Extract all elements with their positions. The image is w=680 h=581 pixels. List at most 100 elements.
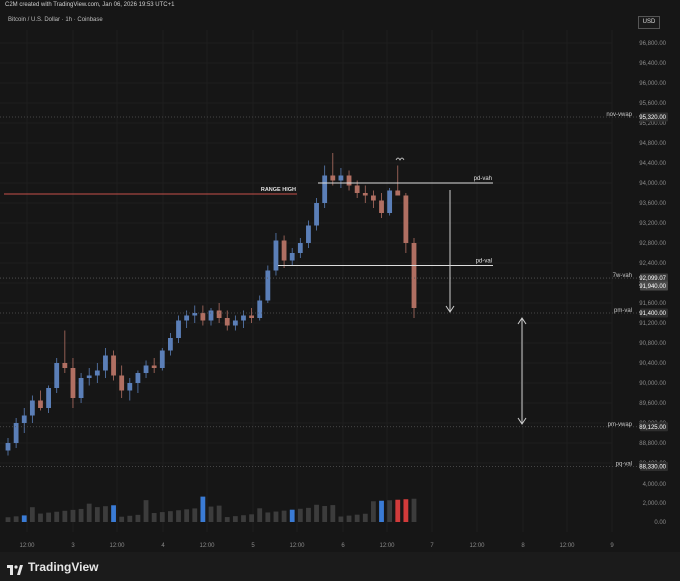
volume-bar	[257, 508, 263, 522]
volume-bar	[216, 505, 222, 522]
volume-tick-label: 0.00	[654, 520, 666, 526]
volume-bar	[387, 500, 393, 522]
candle-body	[78, 378, 84, 398]
candle-body	[176, 320, 181, 338]
volume-bar	[346, 515, 352, 522]
price-tag-label: 91,400.00	[639, 311, 666, 317]
volume-bar	[322, 506, 328, 522]
candle-body	[379, 200, 384, 213]
candle-body	[159, 350, 165, 368]
volume-bar	[289, 509, 295, 522]
price-tag	[640, 308, 668, 318]
candle-body	[94, 370, 100, 376]
time-tick-label: 9	[610, 543, 614, 549]
volume-bar	[314, 504, 319, 522]
time-tick-label: 5	[251, 543, 255, 549]
volume-bar	[184, 509, 190, 522]
volume-tick-label: 2,000.00	[643, 501, 667, 507]
volume-bar	[135, 514, 141, 522]
candle-body	[338, 175, 344, 181]
volume-bar	[208, 506, 214, 522]
attribution-bar: C2M created with TradingView.com, Jan 06…	[0, 0, 680, 12]
sketch-mark-icon	[395, 157, 405, 161]
candle-body	[232, 320, 238, 326]
volume-bar	[13, 516, 19, 522]
volume-bar	[62, 510, 68, 522]
candle-body	[241, 315, 246, 321]
volume-bar	[379, 500, 384, 522]
candle-body	[54, 363, 60, 388]
volume-bar	[70, 509, 76, 522]
price-tick-label: 89,600.00	[639, 401, 666, 407]
price-tick-label: 95,600.00	[639, 101, 666, 107]
price-tag	[640, 112, 668, 122]
volume-bar	[127, 515, 133, 522]
volume-bar	[38, 513, 43, 522]
volume-bar	[5, 517, 11, 522]
level-label: pq-val	[616, 462, 632, 468]
tradingview-brand[interactable]: TradingView	[7, 560, 99, 575]
time-tick-label: 7	[430, 543, 434, 549]
price-tag-label: 95,320.00	[639, 115, 666, 121]
candle-body	[151, 365, 157, 368]
candle-body	[111, 355, 116, 376]
volume-bar	[395, 499, 401, 522]
level-label: 7w-vah	[613, 273, 632, 279]
price-tick-label: 93,600.00	[639, 201, 666, 207]
time-tick-label: 6	[341, 543, 345, 549]
candle-body	[70, 368, 76, 398]
currency-selector[interactable]: USD	[638, 16, 660, 29]
price-tag-label: 88,330.00	[639, 465, 666, 471]
level-label: pd-val	[476, 259, 492, 265]
volume-bar	[78, 508, 84, 522]
volume-bar	[192, 508, 198, 522]
candle-body	[265, 270, 271, 301]
candle-body	[354, 185, 360, 193]
price-tick-label: 92,800.00	[639, 241, 666, 247]
candle-body	[192, 313, 198, 316]
volume-tick-label: 4,000.00	[643, 482, 667, 488]
candle-body	[249, 315, 254, 318]
candle-body	[281, 240, 287, 261]
arrow-down-head-icon	[517, 417, 527, 425]
price-tick-label: 90,000.00	[639, 381, 666, 387]
price-tick-label: 95,200.00	[639, 121, 666, 127]
candle-body	[403, 195, 409, 243]
candle-body	[362, 193, 368, 196]
candle-body	[135, 373, 141, 383]
candle-body	[257, 300, 263, 318]
volume-bar	[46, 512, 51, 522]
volume-bar	[281, 510, 287, 522]
time-tick-label: 4	[161, 543, 165, 549]
level-label: RANGE HIGH	[261, 187, 296, 193]
candle-body	[119, 375, 125, 391]
volume-bar	[54, 511, 60, 522]
candle-body	[143, 365, 149, 373]
time-tick-label: 8	[521, 543, 525, 549]
symbol-title: Bitcoin / U.S. Dollar · 1h · Coinbase	[8, 17, 103, 23]
volume-bar	[249, 514, 254, 522]
volume-bar	[338, 516, 344, 522]
volume-bar	[119, 516, 125, 522]
brand-name: TradingView	[28, 560, 99, 574]
price-chart[interactable]: 96,800.00 96,400.00 96,000.00 95,600.00 95,2…	[0, 0, 680, 552]
volume-bar	[224, 517, 230, 522]
attribution-text: C2M created with TradingView.com, Jan 06…	[5, 2, 175, 8]
volume-bar	[411, 498, 417, 522]
price-tick-label: 93,200.00	[639, 221, 666, 227]
price-tick-label: 92,400.00	[639, 261, 666, 267]
time-tick-label: 3	[71, 543, 75, 549]
price-tick-label: 90,800.00	[639, 341, 666, 347]
candle-body	[216, 310, 222, 318]
price-tag-label: 89,125.00	[639, 425, 666, 431]
price-tick-label: 88,800.00	[639, 441, 666, 447]
candle-body	[289, 253, 295, 261]
time-tick-label: 12:00	[19, 543, 35, 549]
candle-body	[371, 195, 376, 201]
candle-body	[330, 175, 336, 181]
volume-bar	[297, 508, 303, 522]
time-tick-label: 12:00	[289, 543, 305, 549]
current-price-tag	[640, 281, 668, 291]
candle-body	[13, 423, 19, 443]
level-label: pd-vah	[474, 176, 492, 182]
